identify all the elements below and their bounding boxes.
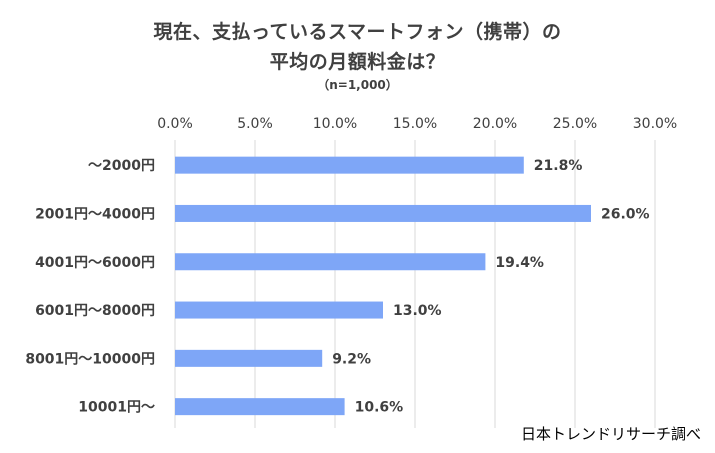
x-tick-label: 10.0% (313, 116, 357, 132)
chart-subtitle: （n=1,000） (317, 78, 398, 92)
category-label: ～2000円 (88, 158, 155, 174)
chart-title-line1: 現在、支払っているスマートフォン（携帯）の (153, 21, 562, 43)
category-label: 6001円～8000円 (35, 303, 155, 319)
category-label: 8001円～10000円 (25, 351, 155, 367)
x-tick-label: 5.0% (237, 116, 273, 132)
gridlines (174, 140, 656, 428)
x-tick-label: 0.0% (157, 116, 193, 132)
x-tick-label: 30.0% (633, 116, 677, 132)
data-label: 13.0% (393, 303, 442, 319)
data-label: 10.6% (355, 400, 404, 416)
data-label: 19.4% (495, 255, 544, 271)
category-labels: ～2000円 2001円～4000円 4001円～6000円 6001円～8000円 8… (25, 158, 155, 416)
data-labels: 21.8% 26.0% 19.4% 13.0% 9.2% 10.6% (332, 158, 649, 416)
data-label: 26.0% (601, 206, 650, 222)
x-axis-ticks: 0.0% 5.0% 10.0% 15.0% 20.0% 25.0% 30.0% (157, 116, 677, 132)
bars (175, 156, 591, 416)
data-label: 9.2% (332, 351, 371, 367)
x-tick-label: 15.0% (393, 116, 437, 132)
chart-title-line2: 平均の月額料金は？ (269, 51, 446, 73)
category-label: 10001円～ (78, 400, 155, 416)
bar (175, 349, 323, 367)
x-tick-label: 25.0% (553, 116, 597, 132)
bar (175, 156, 524, 174)
bar (175, 253, 486, 271)
bar (175, 204, 591, 222)
source-note: 日本トレンドリサーチ調べ (520, 425, 701, 443)
category-label: 2001円～4000円 (35, 206, 155, 222)
bar (175, 398, 345, 416)
x-tick-label: 20.0% (473, 116, 517, 132)
bar (175, 301, 383, 319)
category-label: 4001円～6000円 (35, 255, 155, 271)
data-label: 21.8% (534, 158, 583, 174)
